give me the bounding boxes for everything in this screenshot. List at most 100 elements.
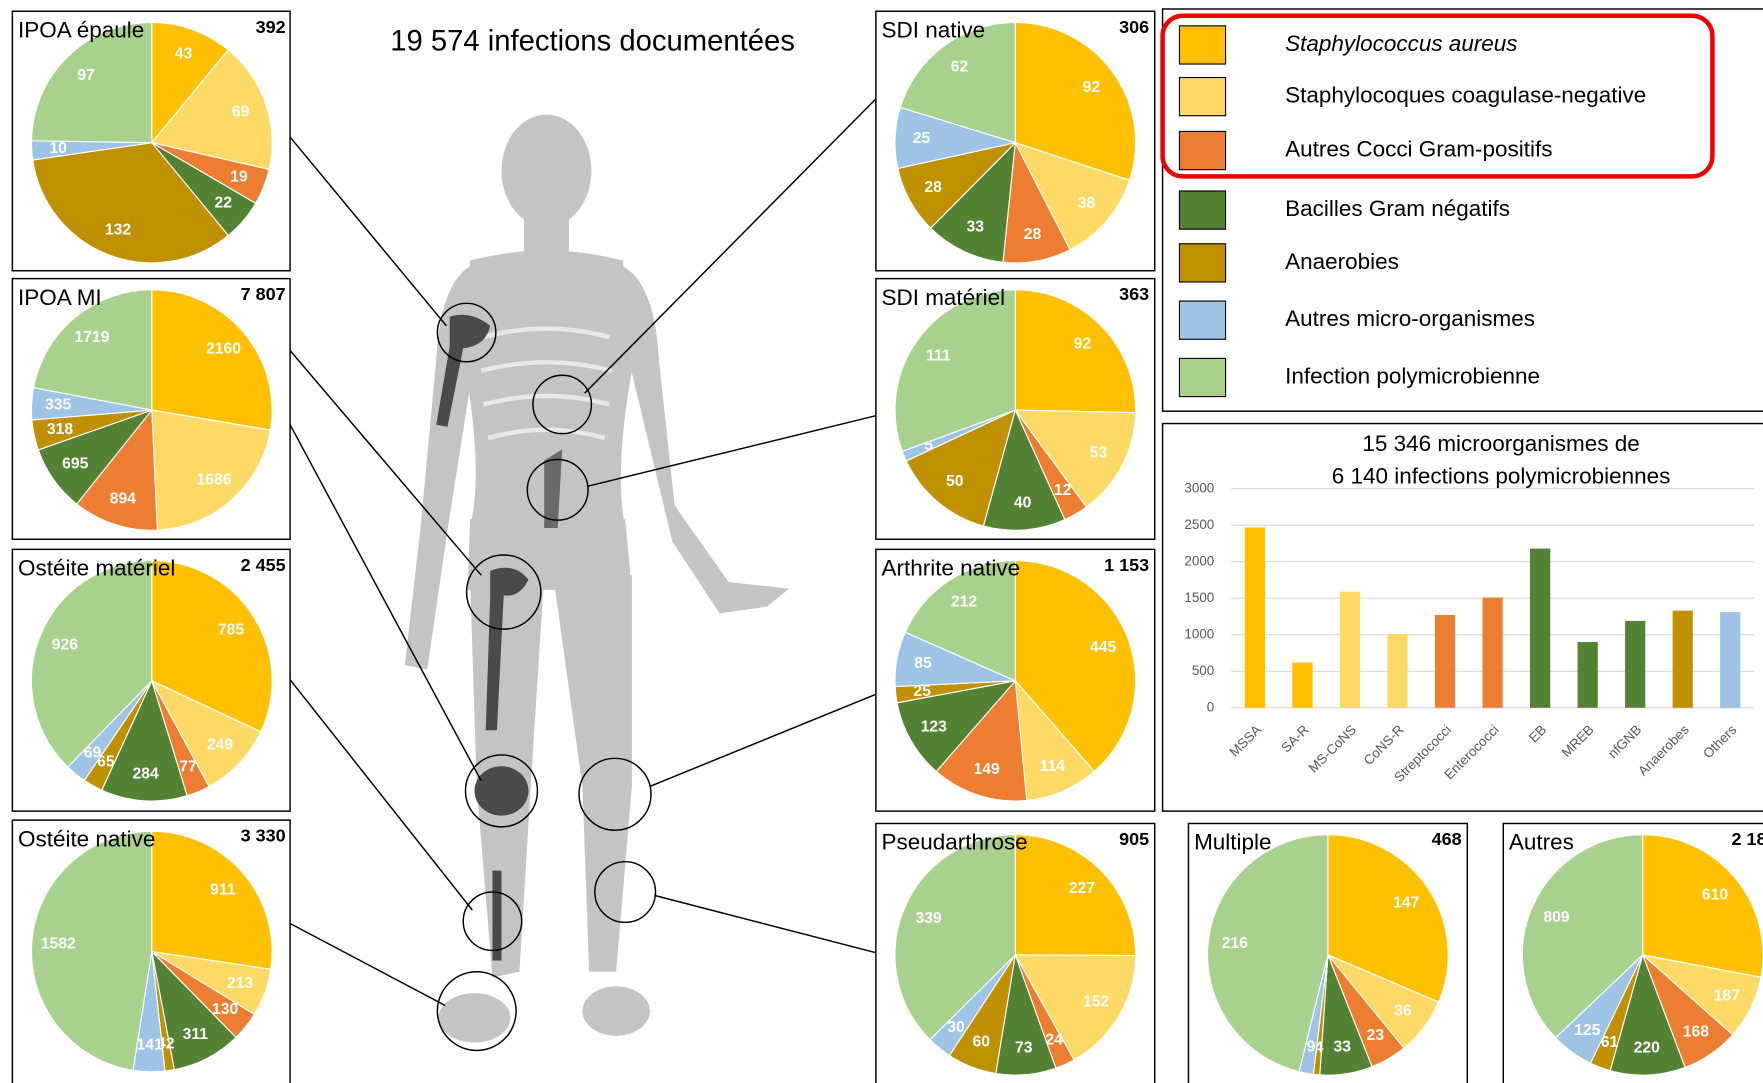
y-tick-label: 2000: [1184, 553, 1214, 568]
data-label: 92: [1083, 79, 1101, 96]
data-label: 30: [947, 1019, 965, 1036]
bar-title: 6 140 infections polymicrobiennes: [1332, 463, 1671, 488]
highlight-frame: [1160, 13, 1715, 179]
data-label: 85: [914, 655, 932, 672]
data-label: 339: [916, 910, 942, 927]
data-label: 77: [179, 758, 197, 775]
data-label: 73: [1015, 1039, 1033, 1056]
data-label: 249: [207, 736, 233, 753]
bar: [1577, 642, 1598, 708]
connectors: [289, 98, 877, 1052]
data-label: 785: [218, 622, 244, 639]
pie-slice: [1014, 141, 1131, 251]
pie-title: Ostéite matériel: [18, 556, 175, 581]
pie-slice: [935, 679, 1028, 802]
main-title: 19 574 infections documentées: [390, 25, 795, 57]
legend-swatch: [1178, 76, 1227, 117]
data-label: 10: [49, 140, 67, 157]
data-label: 22: [214, 195, 232, 212]
pie-title: SDI native: [882, 17, 986, 42]
data-label: 212: [951, 593, 977, 610]
data-label: 4: [1315, 1039, 1324, 1056]
bar: [1530, 548, 1551, 708]
data-label: 147: [1393, 894, 1419, 911]
y-tick-label: 1500: [1184, 590, 1214, 605]
data-label: 40: [1014, 495, 1032, 512]
data-label: 111: [926, 347, 951, 364]
pie-panel: 43 69 19 22 132 10 97 IPOA épaule 392: [11, 10, 291, 272]
data-label: 1719: [74, 329, 109, 346]
pie-slice: [1014, 679, 1096, 802]
data-label: 152: [1083, 994, 1109, 1011]
data-label: 25: [913, 130, 931, 147]
pie-slice: [929, 141, 1017, 263]
pie-slice: [899, 21, 1016, 144]
pie-slice: [1014, 409, 1137, 508]
pie-slice: [151, 830, 273, 970]
data-label: 213: [227, 975, 253, 992]
legend-label: Staphylococcus aureus: [1285, 31, 1517, 56]
pie-total: 363: [1119, 284, 1149, 304]
pie-total: 306: [1119, 17, 1149, 37]
data-label: 97: [77, 67, 95, 84]
data-label: 149: [973, 761, 999, 778]
torso: [465, 250, 632, 529]
legend-swatch: [1178, 25, 1227, 65]
data-label: 65: [97, 754, 115, 771]
data-label: 2160: [206, 341, 241, 358]
data-label: 69: [84, 745, 102, 762]
data-label: 809: [1543, 909, 1569, 926]
legend-label: Autres Cocci Gram-positifs: [1285, 136, 1552, 161]
pie-title: IPOA MI: [18, 285, 102, 310]
data-label: 123: [921, 718, 947, 735]
head: [501, 114, 592, 227]
pie-slice: [1014, 560, 1137, 773]
pie-panel: 445 114 149 123 25 85 212 Arthrite native 1 153: [875, 548, 1156, 812]
data-label: 36: [1394, 1002, 1412, 1019]
legend-label: Anaerobies: [1285, 249, 1399, 274]
bar: [1387, 634, 1408, 708]
pie-title: Ostéite native: [18, 826, 155, 851]
y-tick-label: 1000: [1184, 626, 1214, 641]
data-label: 62: [951, 58, 969, 75]
data-label: 1582: [41, 935, 76, 952]
pie-total: 468: [1432, 829, 1462, 849]
data-label: 168: [1683, 1023, 1709, 1040]
pie-title: IPOA épaule: [18, 17, 144, 42]
pie-slice: [151, 21, 230, 145]
data-label: 187: [1714, 987, 1740, 1004]
body-figure: [404, 114, 790, 1043]
data-label: 227: [1069, 880, 1095, 897]
data-label: 1686: [197, 471, 232, 488]
pie-slice: [151, 409, 272, 531]
data-label: 24: [1045, 1031, 1063, 1048]
pie-total: 2 455: [241, 555, 286, 575]
pie-slice: [101, 679, 188, 802]
y-tick-label: 3000: [1184, 480, 1214, 495]
legend-swatch: [1178, 357, 1227, 398]
legend-label: Autres micro-organismes: [1285, 306, 1535, 331]
pie-slice: [1014, 954, 1137, 1061]
pie-slice: [151, 289, 273, 431]
pie-total: 7 807: [241, 284, 286, 304]
pie-slice: [151, 560, 273, 733]
pie-slice: [894, 289, 1016, 453]
data-label: 50: [946, 473, 964, 490]
right-foot: [582, 986, 650, 1036]
y-tick-label: 500: [1192, 663, 1214, 678]
pie-title: Pseudarthrose: [882, 830, 1028, 855]
legend-label: Staphylocoques coagulase-negative: [1285, 83, 1646, 108]
data-label: 130: [212, 1001, 238, 1018]
legend-box: [1161, 8, 1763, 412]
legend-swatch: [1178, 243, 1227, 283]
data-label: 141: [136, 1036, 162, 1053]
pie-slice: [896, 679, 1017, 773]
data-label: 220: [1634, 1040, 1660, 1057]
bar: [1672, 610, 1693, 708]
pie-total: 905: [1119, 829, 1149, 849]
data-label: 318: [47, 421, 73, 438]
pie-panel: 2160 1686 894 695 318 335 1719 IPOA MI 7 807: [11, 277, 291, 540]
data-label: 43: [175, 46, 193, 63]
